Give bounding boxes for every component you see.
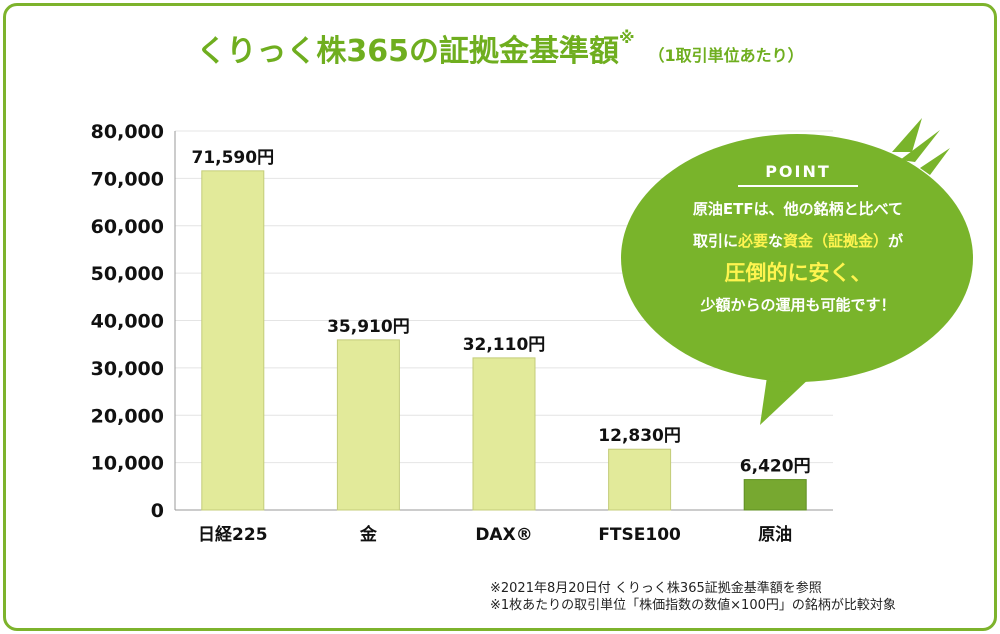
callout-line-2-mid: な	[767, 232, 783, 250]
callout-ellipse	[621, 134, 973, 382]
x-tick-label: FTSE100	[598, 525, 681, 545]
data-labels: 71,590円 35,910円 32,110円 12,830円 6,420円	[191, 148, 810, 477]
callout-line-4: 少額からの運用も可能です！	[700, 296, 896, 314]
y-tick-label: 0	[151, 500, 164, 522]
y-tick-label: 20,000	[91, 405, 164, 427]
burst-accent	[892, 118, 922, 152]
y-tick-labels: 0 10,000 20,000 30,000 40,000 50,000 60,000 70,…	[91, 121, 164, 522]
callout-line-2-prefix: 取引に	[692, 232, 738, 250]
bars	[201, 170, 807, 511]
y-tick-label: 30,000	[91, 358, 164, 380]
title-main: くりっく株365の証拠金基準額	[196, 34, 619, 69]
bar	[201, 170, 265, 511]
callout-highlight-margin: 資金（証拠金）	[783, 232, 889, 250]
callout-text: POINT 原油ETFは、他の銘柄と比べて 取引に必要な資金（証拠金）が 圧倒的…	[618, 162, 978, 321]
bar	[336, 339, 400, 511]
callout-tail	[760, 370, 812, 425]
data-label: 71,590円	[191, 148, 274, 168]
callout-highlight-necessary: 必要	[737, 232, 768, 250]
footnote-1: ※2021年8月20日付 くりっく株365証拠金基準額を参照	[490, 581, 822, 596]
callout-line-2-suffix: が	[888, 232, 904, 250]
y-tick-label: 40,000	[91, 311, 164, 333]
footnote-2: ※1枚あたりの取引単位「株価指数の数値×100円」の銘柄が比較対象	[490, 598, 896, 613]
x-tick-label: 金	[359, 524, 378, 545]
point-label: POINT	[738, 162, 858, 187]
burst-accent	[920, 148, 950, 175]
title-sub: （1取引単位あたり）	[648, 46, 804, 65]
title-note-mark: ※	[618, 28, 635, 47]
y-tick-label: 10,000	[91, 453, 164, 475]
x-tick-labels: 日経225 金 DAX® FTSE100 原油	[198, 524, 792, 545]
x-tick-label: 原油	[758, 524, 792, 545]
point-callout-bubble	[621, 118, 973, 425]
y-tick-label: 60,000	[91, 216, 164, 238]
data-label: 6,420円	[740, 457, 811, 477]
callout-line-1: 原油ETFは、他の銘柄と比べて	[692, 200, 904, 218]
y-tick-label: 80,000	[91, 121, 164, 143]
y-tick-label: 50,000	[91, 263, 164, 285]
y-tick-label: 70,000	[91, 168, 164, 190]
x-tick-label: 日経225	[198, 524, 268, 545]
data-label: 12,830円	[598, 426, 681, 446]
callout-line-3: 圧倒的に安く、	[724, 261, 872, 285]
burst-accent	[900, 130, 940, 162]
footnotes: ※2021年8月20日付 くりっく株365証拠金基準額を参照 ※1枚あたりの取引…	[490, 580, 896, 614]
chart-title: くりっく株365の証拠金基準額※ （1取引単位あたり）	[0, 26, 1000, 70]
x-tick-label: DAX®	[475, 525, 532, 545]
bar	[743, 479, 807, 511]
bar	[608, 448, 672, 511]
callout-line-2: 取引に必要な資金（証拠金）が	[618, 225, 978, 257]
data-label: 35,910円	[327, 317, 410, 337]
bar	[472, 357, 536, 511]
data-label: 32,110円	[463, 335, 546, 355]
